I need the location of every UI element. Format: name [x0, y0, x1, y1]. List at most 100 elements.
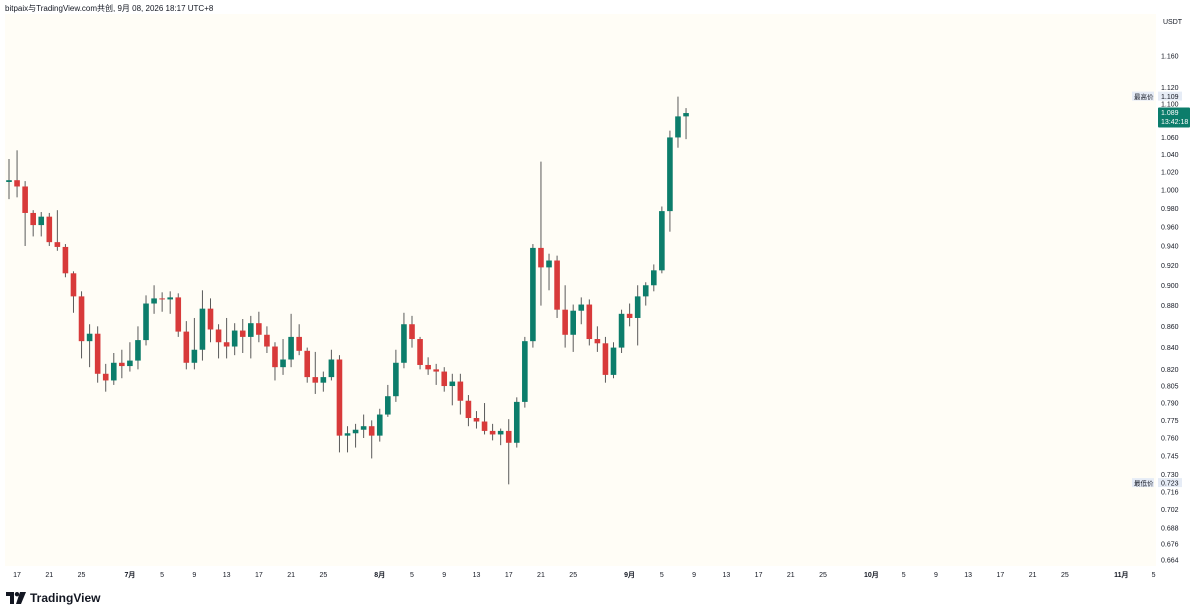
date-tick-label: 8月: [374, 571, 385, 579]
date-tick-label: 5: [160, 572, 164, 579]
candle: [522, 336, 528, 408]
candle-body: [86, 333, 93, 342]
candle-body: [135, 340, 141, 361]
candle-body: [433, 369, 439, 372]
candle-body: [586, 304, 593, 340]
date-tick-label: 21: [1029, 572, 1037, 579]
candle-body: [30, 212, 36, 226]
candle-body: [127, 360, 133, 367]
candle: [360, 414, 367, 439]
candle-body: [393, 362, 399, 397]
candle: [538, 161, 544, 306]
highest-price-value-label: 1.109: [1161, 94, 1179, 101]
date-tick-label: 17: [505, 572, 513, 579]
candle-body: [538, 247, 544, 268]
candle-body: [417, 339, 423, 365]
candle: [344, 426, 351, 453]
last-price-countdown: 13:42:18: [1161, 119, 1188, 126]
candle: [610, 342, 617, 379]
date-tick-label: 5: [902, 572, 906, 579]
candle-body: [62, 246, 69, 274]
price-tick-label: 0.745: [1161, 454, 1179, 461]
candle-body: [360, 426, 367, 430]
candle-body: [368, 426, 375, 436]
candle: [602, 336, 609, 383]
tradingview-logo[interactable]: TradingView: [6, 591, 100, 605]
price-axis[interactable]: USDT 0.664 0.676 0.688 0.702 0.716 0.730 0.745 0…: [1161, 19, 1183, 565]
lowest-price-tag-label: 最低价: [1134, 478, 1154, 487]
candle-body: [497, 430, 504, 435]
candle-body: [288, 336, 294, 360]
chart-source-caption: bitpaix与TradingView.com共创, 9月 08, 2026 1…: [5, 4, 214, 13]
candle: [578, 297, 585, 325]
price-tick-label: 1.040: [1161, 152, 1179, 159]
price-tick-label: 0.730: [1161, 472, 1179, 479]
candle-body: [336, 359, 343, 436]
price-tick-label: 1.020: [1161, 170, 1179, 177]
price-tick-label: 0.820: [1161, 367, 1179, 374]
price-tick-label: 0.940: [1161, 243, 1179, 250]
candle-body: [14, 180, 20, 187]
date-tick-label: 9: [442, 572, 446, 579]
date-tick-label: 17: [996, 572, 1004, 579]
candle-body: [578, 304, 585, 311]
candle-body: [6, 180, 12, 182]
last-price-label: 1.089: [1161, 110, 1179, 117]
candle: [256, 311, 262, 343]
candle: [513, 397, 520, 448]
highest-price-tag-label: 最高价: [1134, 92, 1154, 101]
price-tick-label: 0.900: [1161, 283, 1179, 290]
candle: [554, 255, 560, 318]
price-tick-label: 0.775: [1161, 418, 1179, 425]
chart-plot-area[interactable]: [5, 14, 1156, 566]
price-labels-layer: 最高价 1.109 最低价 0.723 1.089 13:42:18: [1132, 91, 1190, 487]
highest-price-value-bg: [1158, 91, 1182, 101]
price-tick-label: 0.760: [1161, 436, 1179, 443]
candle: [530, 244, 536, 348]
candle: [54, 210, 61, 251]
candle-body: [264, 334, 270, 347]
candle-body: [256, 323, 262, 335]
candle: [481, 403, 488, 435]
candle: [328, 349, 335, 381]
candle-body: [554, 260, 560, 310]
candle: [562, 285, 568, 348]
candle-body: [344, 433, 351, 436]
candle: [272, 342, 278, 381]
candle: [651, 264, 657, 292]
date-tick-label: 13: [223, 572, 231, 579]
date-tick-label: 5: [410, 572, 414, 579]
candle: [586, 299, 593, 346]
candle-body: [159, 298, 165, 300]
candle-body: [167, 297, 173, 300]
price-tick-label: 0.805: [1161, 384, 1179, 391]
candle-body: [489, 430, 496, 435]
candle-body: [401, 324, 407, 363]
candle-body: [570, 310, 576, 335]
candle-body: [562, 309, 568, 335]
currency-label: USDT: [1163, 19, 1183, 26]
candle: [441, 367, 448, 392]
candle-body: [296, 336, 302, 351]
candle: [167, 291, 173, 314]
price-tick-label: 0.676: [1161, 541, 1179, 548]
candle: [425, 357, 431, 375]
candle: [70, 271, 77, 313]
candle-body: [651, 270, 657, 286]
candle: [449, 373, 456, 406]
date-tick-label: 13: [473, 572, 481, 579]
candle: [312, 351, 319, 394]
candle: [634, 285, 641, 346]
candle: [505, 419, 512, 485]
candle-body: [385, 396, 391, 415]
candle: [248, 315, 254, 359]
candle-body: [191, 349, 198, 363]
candle: [336, 355, 343, 453]
candle-body: [594, 339, 601, 344]
candle: [86, 324, 93, 368]
time-axis[interactable]: 17 21 25 7月 5 9 13 17 21 25 8月 5 9 13 17 21 25 9月 5 9 13 17 21…: [13, 571, 1155, 579]
candle-body: [223, 342, 230, 347]
price-tick-label: 1.160: [1161, 54, 1179, 61]
candle: [570, 304, 576, 352]
